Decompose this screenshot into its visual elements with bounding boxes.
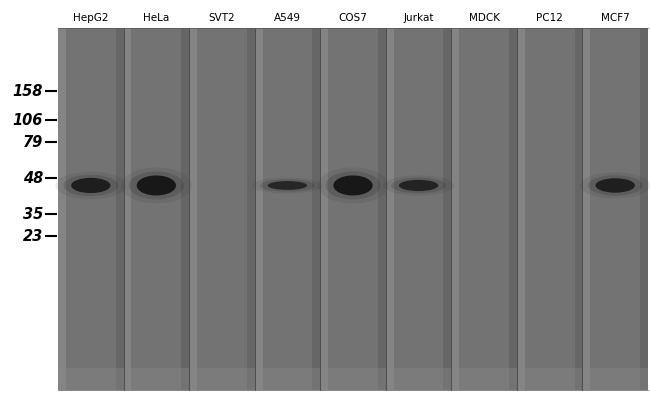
Bar <box>189 28 197 390</box>
Bar <box>640 28 648 390</box>
Ellipse shape <box>326 171 380 199</box>
Text: COS7: COS7 <box>339 13 367 23</box>
Bar <box>517 28 582 390</box>
Text: Jurkat: Jurkat <box>403 13 434 23</box>
Bar <box>58 28 124 390</box>
Ellipse shape <box>129 171 184 199</box>
Bar <box>582 368 648 390</box>
Ellipse shape <box>383 176 454 196</box>
Ellipse shape <box>55 172 126 199</box>
Bar <box>582 28 590 390</box>
Bar <box>189 28 255 390</box>
Bar <box>124 368 189 390</box>
Bar <box>451 28 459 390</box>
Bar <box>320 28 386 390</box>
Bar <box>255 28 320 390</box>
Bar <box>386 368 451 390</box>
Ellipse shape <box>268 181 307 190</box>
Bar <box>378 28 386 390</box>
Ellipse shape <box>136 176 176 196</box>
Bar <box>313 28 320 390</box>
Text: 48: 48 <box>23 171 43 186</box>
Bar <box>582 28 648 390</box>
Ellipse shape <box>333 176 372 196</box>
Bar <box>247 28 255 390</box>
Ellipse shape <box>121 168 192 204</box>
Ellipse shape <box>391 178 446 193</box>
Bar <box>181 28 189 390</box>
Bar <box>255 28 263 390</box>
Bar <box>320 368 386 390</box>
Bar <box>443 28 451 390</box>
Text: MDCK: MDCK <box>469 13 500 23</box>
Bar <box>517 28 525 390</box>
Ellipse shape <box>399 180 438 191</box>
Ellipse shape <box>252 178 323 194</box>
Text: MCF7: MCF7 <box>601 13 630 23</box>
Text: 79: 79 <box>23 135 43 150</box>
Text: HepG2: HepG2 <box>73 13 109 23</box>
Bar <box>320 28 328 390</box>
Bar <box>58 28 66 390</box>
Bar <box>124 28 189 390</box>
Bar <box>124 28 131 390</box>
Ellipse shape <box>63 175 118 196</box>
Bar <box>58 368 124 390</box>
Bar <box>386 28 451 390</box>
Bar <box>451 368 517 390</box>
Bar <box>509 28 517 390</box>
Ellipse shape <box>580 173 650 199</box>
Bar <box>255 368 320 390</box>
Text: A549: A549 <box>274 13 301 23</box>
Text: SVT2: SVT2 <box>209 13 235 23</box>
Ellipse shape <box>595 178 635 193</box>
Text: PC12: PC12 <box>536 13 563 23</box>
Bar <box>386 28 394 390</box>
Bar <box>116 28 124 390</box>
Bar <box>517 368 582 390</box>
Text: HeLa: HeLa <box>143 13 170 23</box>
Bar <box>575 28 582 390</box>
Ellipse shape <box>71 178 110 193</box>
Ellipse shape <box>260 179 315 191</box>
Ellipse shape <box>588 176 643 196</box>
Ellipse shape <box>318 168 389 204</box>
Bar <box>189 368 255 390</box>
Text: 106: 106 <box>12 113 43 128</box>
Text: 35: 35 <box>23 207 43 222</box>
Bar <box>451 28 517 390</box>
Text: 23: 23 <box>23 229 43 244</box>
Text: 158: 158 <box>12 84 43 99</box>
